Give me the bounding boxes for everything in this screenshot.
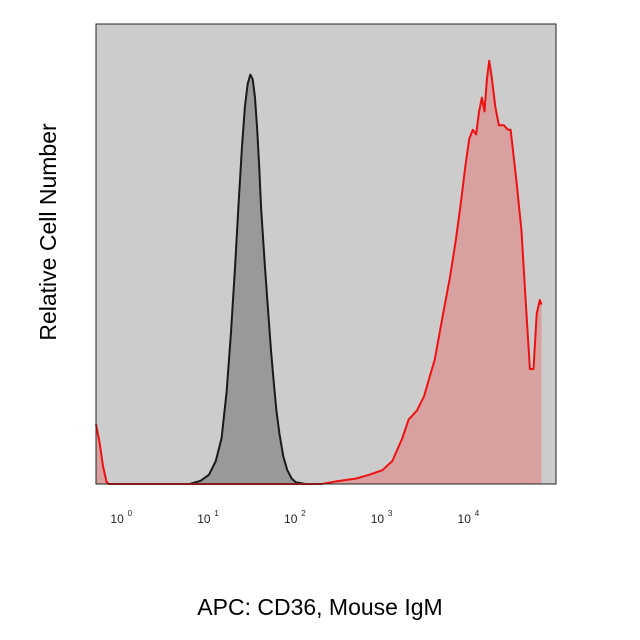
x-tick-label-2: 10: [284, 512, 298, 526]
x-tick-label-1: 10: [197, 512, 211, 526]
x-tick-exponent-3: 3: [388, 509, 393, 518]
series-0-fill: [189, 74, 306, 484]
x-tick-label-0: 10: [110, 512, 124, 526]
x-tick-label-3: 10: [371, 512, 385, 526]
series-0-line: [189, 73, 306, 485]
series-layer: [95, 59, 543, 485]
x-tick-exponent-4: 4: [475, 509, 480, 518]
x-axis-label: APC: CD36, Mouse IgM: [197, 594, 442, 620]
y-axis-label: Relative Cell Number: [35, 123, 61, 341]
x-tick-labels: 10 0 10 1 10 2 10 3 10 4: [110, 509, 479, 526]
plot-frame: [95, 23, 557, 485]
series-1-line: [95, 59, 543, 485]
x-tick-exponent-1: 1: [214, 509, 219, 518]
x-tick-exponent-0: 0: [128, 509, 133, 518]
x-tick-label-4: 10: [458, 512, 472, 526]
x-tick-exponent-2: 2: [301, 509, 306, 518]
